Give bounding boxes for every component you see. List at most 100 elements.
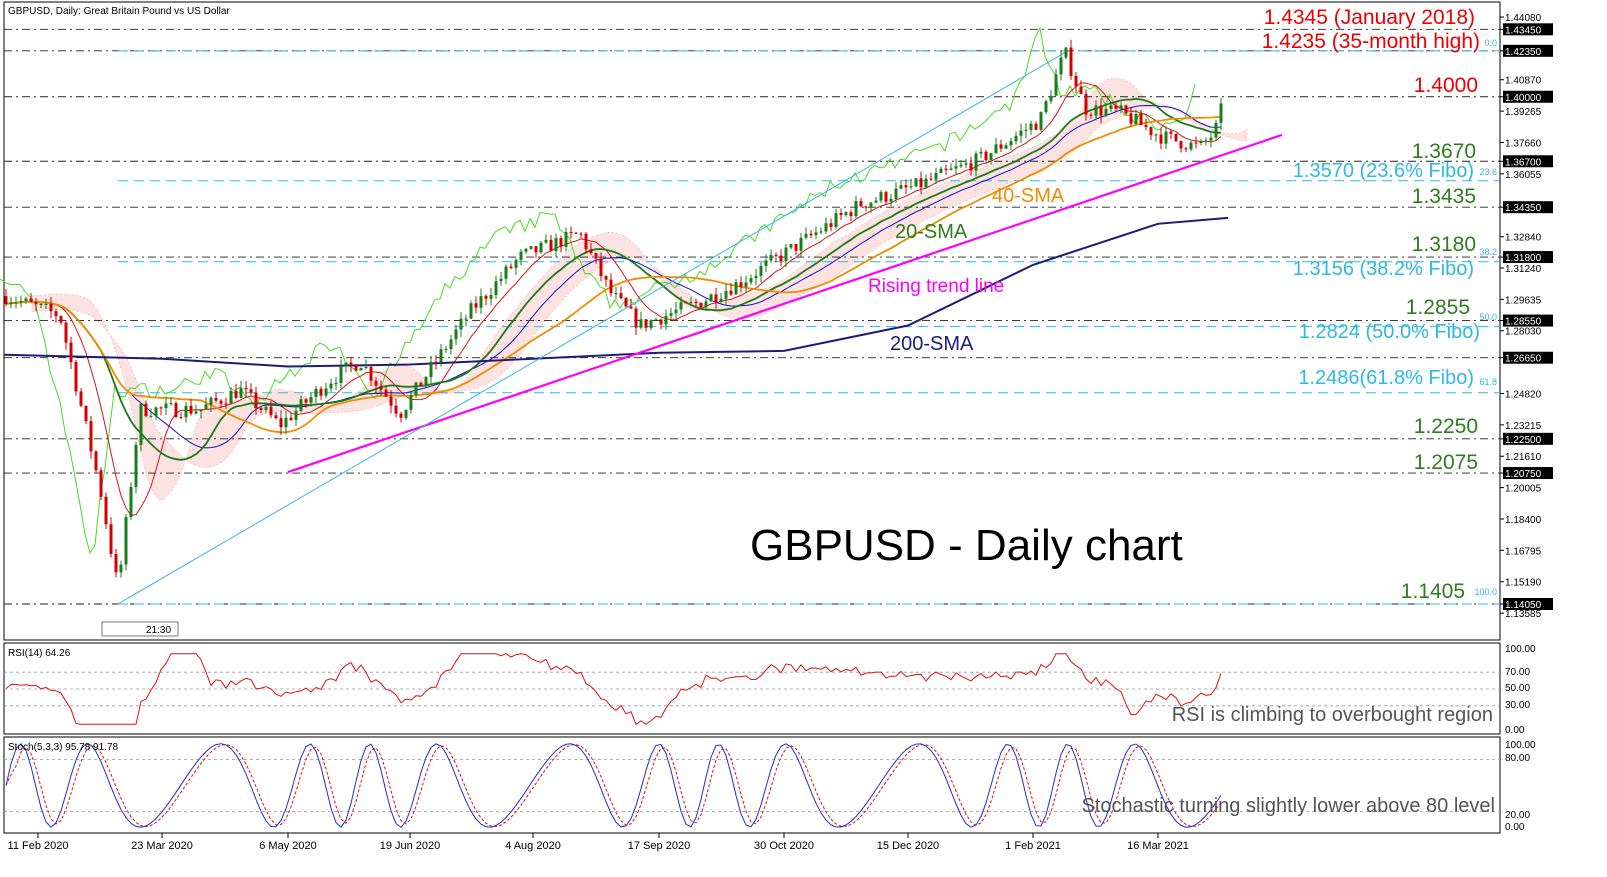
candle-body	[434, 361, 438, 363]
candle-body	[544, 239, 548, 243]
rsi-title: RSI(14) 64.26	[8, 648, 71, 659]
y-tick-label-19: 1.22500	[1505, 435, 1542, 446]
candle-body	[684, 302, 688, 304]
candle-body	[364, 366, 368, 369]
label-1-4345: 1.4345 (January 2018)	[1264, 6, 1475, 29]
y-tick-label-22: 1.20005	[1505, 484, 1542, 495]
candle-body	[34, 301, 38, 305]
label-1-2250: 1.2250	[1414, 415, 1478, 438]
candle-body	[974, 153, 978, 171]
candle-body	[414, 382, 418, 396]
candle-body	[979, 151, 983, 154]
candle-body	[319, 388, 323, 396]
candle-body	[914, 178, 918, 187]
candle-body	[209, 397, 213, 405]
candle-body	[1014, 135, 1018, 142]
label-1-3180: 1.3180	[1412, 233, 1476, 256]
candle-body	[54, 311, 58, 317]
candle-body	[129, 486, 133, 518]
candle-body	[204, 404, 208, 410]
candle-body	[759, 265, 763, 276]
candle-body	[854, 201, 858, 217]
candle-body	[739, 282, 743, 287]
candle-body	[1219, 103, 1223, 123]
candle-body	[1099, 105, 1103, 116]
y-tick-highlight-26	[1503, 598, 1553, 610]
sma200-label: 200-SMA	[890, 333, 974, 355]
candle-body	[109, 524, 113, 554]
candle-body	[764, 260, 768, 266]
candle-body	[589, 249, 593, 254]
stoch-title: Stoch(5,3,3) 95.78 91.78	[8, 742, 119, 753]
candle-body	[149, 416, 153, 418]
candle-body	[934, 173, 938, 180]
candle-body	[939, 168, 943, 174]
candle-body	[724, 290, 728, 299]
candle-body	[1074, 76, 1078, 87]
rising-trend-line	[287, 133, 1283, 474]
y-tick-highlight-21	[1503, 467, 1553, 480]
candle-body	[74, 362, 78, 392]
rsi-tick-0: 0.00	[1505, 725, 1525, 736]
candle-body	[1209, 137, 1213, 141]
candle-body	[1004, 145, 1008, 149]
candle-body	[4, 296, 8, 304]
candle-body	[384, 389, 388, 397]
sma40-line	[5, 115, 1222, 434]
candle-body	[839, 213, 843, 216]
stoch-tick-20: 20.00	[1505, 810, 1530, 821]
candle-body	[664, 315, 668, 325]
symbol-header: GBPUSD, Daily: Great Britain Pound vs US…	[8, 6, 230, 17]
candle-body	[404, 409, 408, 418]
candle-body	[469, 303, 473, 319]
candle-body	[264, 406, 268, 411]
label-fib-618: 1.2486(61.8% Fibo)	[1298, 367, 1474, 389]
y-tick-label-1: 1.43450	[1505, 25, 1542, 36]
timer-box	[101, 621, 179, 637]
y-tick-label-24: 1.16795	[1505, 546, 1542, 557]
candle-body	[1089, 114, 1093, 116]
candle-body	[504, 266, 508, 279]
candle-body	[514, 260, 518, 268]
candle-body	[424, 377, 428, 386]
y-tick-label-14: 1.28550	[1505, 317, 1542, 328]
y-tick-highlight-1	[1503, 23, 1553, 36]
x-tick-label-3: 19 Jun 2020	[380, 840, 441, 852]
x-tick-label-2: 6 May 2020	[259, 840, 316, 852]
candle-body	[949, 168, 953, 171]
candle-body	[604, 276, 608, 280]
candle-body	[529, 246, 533, 249]
candle-body	[269, 406, 273, 416]
candle-body	[584, 233, 588, 250]
candle-body	[1044, 101, 1048, 113]
candle-body	[929, 178, 933, 180]
y-tick-highlight-14	[1503, 314, 1553, 327]
candle-body	[709, 294, 713, 302]
candle-body	[59, 316, 63, 323]
candle-body	[304, 399, 308, 403]
candle-body	[879, 192, 883, 201]
candle-body	[84, 405, 88, 422]
candle-body	[1039, 112, 1043, 130]
candle-body	[144, 403, 148, 417]
y-tick-label-17: 1.24820	[1505, 389, 1542, 400]
rsi-tick-100: 100.00	[1505, 644, 1536, 655]
candle-body	[729, 290, 733, 295]
candle-body	[599, 258, 603, 277]
candle-body	[859, 201, 863, 207]
candle-body	[1049, 95, 1053, 102]
candle-body	[714, 294, 718, 302]
candle-body	[159, 407, 163, 409]
candle-body	[254, 392, 258, 408]
y-tick-label-13: 1.29635	[1505, 295, 1542, 306]
y-tick-highlight-9	[1503, 201, 1553, 214]
y-tick-label-25: 1.15190	[1505, 578, 1542, 589]
candle-body	[379, 385, 383, 390]
candle-body	[1139, 114, 1143, 126]
candle-body	[1084, 93, 1088, 115]
candle-body	[944, 168, 948, 171]
candle-body	[134, 444, 138, 487]
label-fib-382: 1.3156 (38.2% Fibo)	[1293, 258, 1474, 280]
candle-body	[194, 411, 198, 414]
